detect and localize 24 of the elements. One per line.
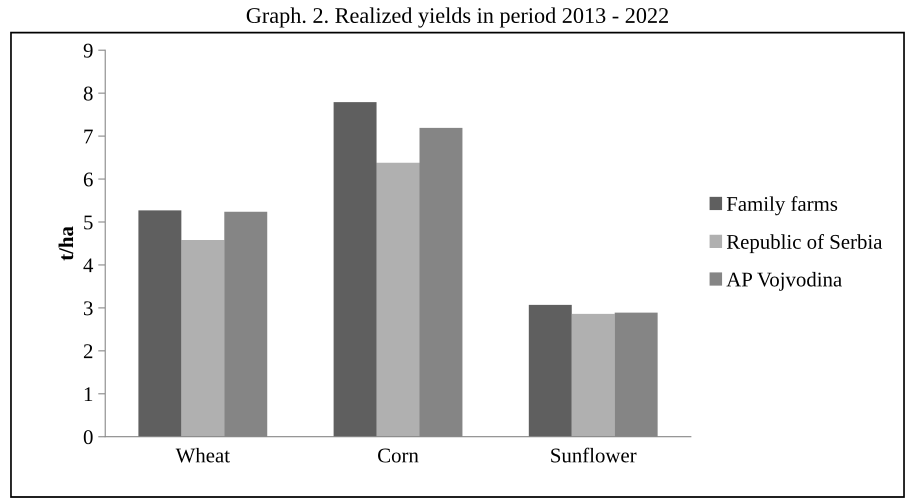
y-tick-label: 2	[84, 344, 92, 358]
legend-label: Republic of Serbia	[726, 234, 882, 254]
y-tick-label: 1	[84, 387, 92, 402]
x-tick-label: Sunflower	[551, 448, 636, 463]
y-tick-label: 3	[84, 301, 93, 316]
y-tick-label: 7	[84, 130, 93, 144]
y-tick-label: 4	[83, 258, 94, 272]
x-tick-label: Corn	[378, 448, 419, 463]
bar	[181, 240, 224, 437]
y-tick-label: 0	[84, 430, 93, 444]
bar	[138, 210, 182, 437]
bar	[572, 314, 615, 437]
chart-title: Graph. 2. Realized yields in period 2013 - 2022	[246, 7, 668, 28]
x-tick-label: Wheat	[176, 448, 230, 463]
y-tick-label: 6	[84, 172, 93, 186]
y-axis-title: t/ha	[58, 226, 74, 260]
y-tick-label: 9	[84, 44, 93, 58]
bar	[334, 102, 377, 437]
bar	[376, 162, 420, 437]
y-tick-label: 8	[84, 86, 93, 101]
legend-label: Family farms	[726, 196, 838, 216]
legend-label: AP Vojvodina	[726, 272, 842, 291]
y-tick-label: 5	[84, 216, 93, 230]
bar	[528, 304, 572, 437]
